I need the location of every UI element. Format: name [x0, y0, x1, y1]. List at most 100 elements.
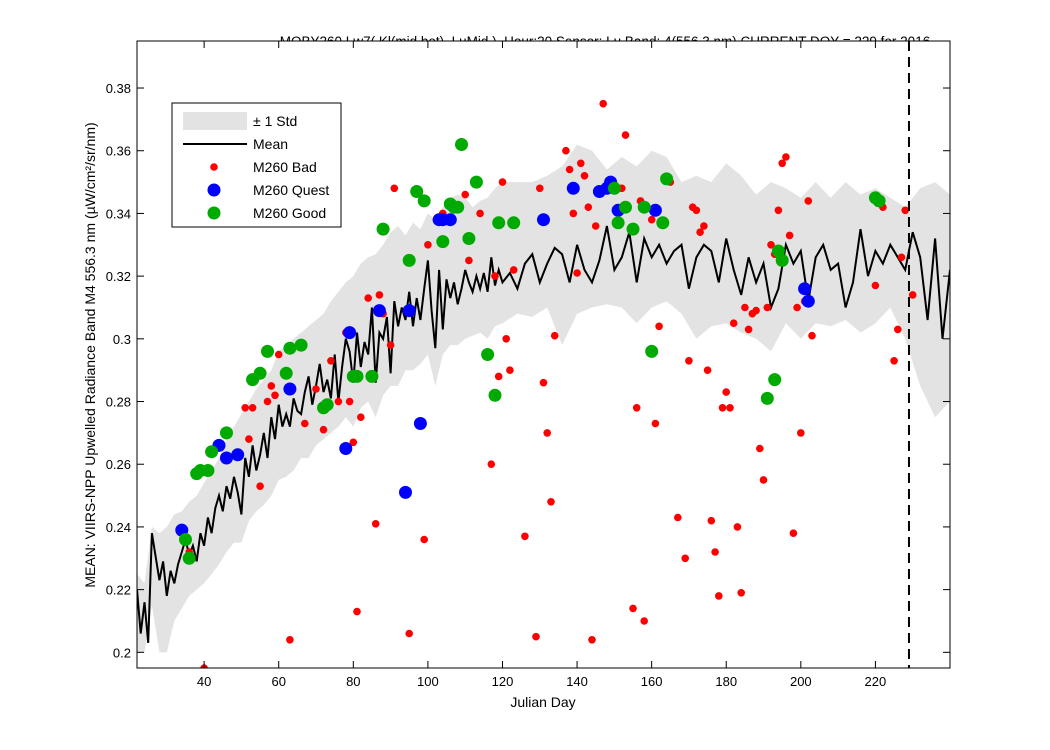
- y-tick-label: 0.38: [106, 81, 131, 96]
- bad-point: [371, 520, 380, 528]
- x-tick-label: 160: [641, 674, 663, 689]
- bad-point: [286, 636, 294, 644]
- bad-point: [591, 222, 600, 230]
- x-tick-label: 220: [865, 674, 887, 689]
- bad-point: [793, 303, 801, 312]
- legend: ± 1 Std Mean M260 Bad M260 Quest M260 Go…: [171, 102, 342, 228]
- plot-frame: [136, 40, 951, 669]
- bad-point: [248, 404, 257, 412]
- x-tick-label: 140: [566, 674, 588, 689]
- bad-point: [621, 131, 630, 139]
- x-tick-label: 120: [492, 674, 514, 689]
- bad-point: [767, 241, 775, 249]
- good-points: [179, 138, 886, 565]
- bad-point: [894, 325, 902, 334]
- good-point: [201, 464, 215, 477]
- bad-point: [655, 322, 663, 331]
- x-tick-label: 40: [197, 674, 211, 689]
- bad-point: [681, 554, 689, 563]
- x-tick-label: 80: [346, 674, 360, 689]
- bad-point: [715, 592, 723, 600]
- bad-point: [532, 632, 540, 641]
- bad-point: [729, 319, 738, 328]
- bad-point: [491, 272, 499, 280]
- bad-point: [703, 366, 712, 375]
- legend-std-label: ± 1 Std: [253, 113, 297, 129]
- x-tick-label: 100: [417, 674, 439, 689]
- bad-point: [632, 404, 641, 412]
- bad-point: [498, 178, 507, 186]
- legend-mean-label: Mean: [253, 136, 288, 152]
- good-point: [279, 366, 293, 380]
- good-point: [320, 398, 334, 412]
- bad-point: [562, 146, 570, 155]
- good-point: [350, 369, 364, 383]
- bad-point: [629, 604, 637, 613]
- bad-point: [588, 636, 596, 644]
- bad-point: [386, 341, 395, 349]
- y-tick-label: 0.34: [106, 206, 131, 221]
- good-point: [283, 341, 297, 355]
- bad-point: [580, 172, 589, 180]
- quest-point: [443, 213, 457, 227]
- good-point: [436, 235, 450, 249]
- bad-point: [774, 206, 783, 215]
- x-tick-label: 200: [790, 674, 812, 689]
- bad-point: [908, 291, 917, 299]
- quest-point: [798, 282, 812, 296]
- good-point: [451, 200, 465, 214]
- bad-point: [569, 209, 578, 218]
- good-point: [182, 551, 196, 565]
- bad-point: [756, 444, 764, 453]
- quest-point: [220, 451, 233, 465]
- bad-point: [494, 372, 503, 381]
- good-point: [626, 222, 640, 236]
- y-tick-label: 0.36: [106, 144, 131, 159]
- quest-points: [175, 175, 815, 537]
- bad-point: [692, 206, 701, 215]
- good-point: [656, 216, 670, 230]
- bad-point: [640, 617, 648, 625]
- legend-bad-marker: [210, 163, 218, 171]
- bad-point: [741, 303, 749, 312]
- quest-point: [283, 382, 297, 396]
- good-point: [376, 222, 390, 236]
- bad-point: [319, 425, 328, 434]
- bad-point: [565, 165, 574, 174]
- good-point: [253, 366, 267, 380]
- bad-point: [707, 516, 716, 525]
- good-point: [660, 172, 674, 186]
- bad-point: [539, 378, 548, 387]
- y-tick-label: 0.2: [113, 645, 131, 660]
- bad-point: [651, 419, 660, 428]
- bad-point: [778, 159, 786, 168]
- x-tick-label: 180: [715, 674, 737, 689]
- bad-point: [763, 303, 772, 312]
- quest-point: [537, 213, 550, 227]
- bad-point: [759, 476, 768, 484]
- mean-line: [137, 225, 950, 643]
- good-point: [619, 200, 632, 214]
- bad-point: [804, 197, 813, 205]
- bad-point: [890, 357, 898, 365]
- bad-point: [685, 357, 693, 365]
- bad-point: [271, 391, 279, 400]
- bad-point: [726, 404, 734, 412]
- quest-point: [566, 181, 580, 195]
- good-point: [760, 391, 774, 405]
- bad-point: [599, 99, 607, 108]
- good-point: [611, 216, 625, 230]
- bad-point: [808, 331, 816, 340]
- legend-std-swatch: [183, 112, 247, 130]
- good-point: [462, 232, 476, 245]
- x-axis-ticks: 40 60 80 100 120 140 160 180 200 220: [197, 41, 886, 689]
- bad-point: [245, 435, 253, 443]
- good-point: [294, 338, 308, 352]
- legend-quest-label: M260 Quest: [253, 182, 329, 198]
- bad-point: [871, 281, 880, 290]
- good-point: [179, 533, 192, 546]
- good-point: [205, 445, 219, 459]
- bad-point: [573, 269, 581, 277]
- bad-point: [521, 532, 529, 541]
